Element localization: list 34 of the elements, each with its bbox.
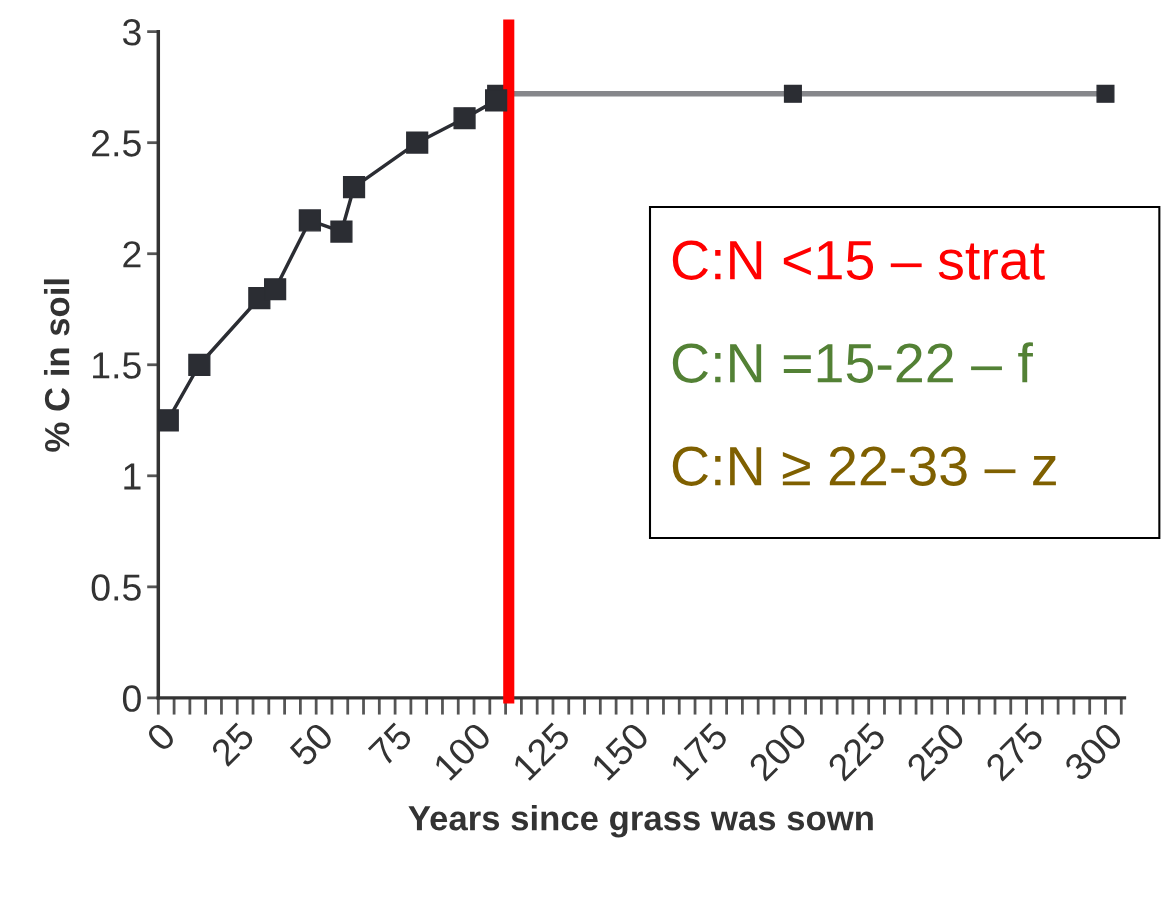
y-tick-label: 1.5 (93, 352, 141, 379)
x-tick-label: 125 (511, 721, 572, 782)
y-tick-label: 2 (123, 241, 141, 268)
x-tick-label: 75 (367, 721, 414, 768)
y-tick-label: 2.5 (92, 130, 141, 157)
x-tick-label: 175 (669, 721, 730, 782)
y-tick-label: 0.5 (91, 574, 141, 601)
x-tick-label: 100 (432, 721, 493, 782)
x-tick-label: 300 (1062, 721, 1124, 783)
annotation: C:N <15 – strat (672, 240, 1045, 280)
point (330, 220, 353, 243)
point (188, 353, 211, 376)
point (406, 131, 429, 154)
x-tick-label: 50 (288, 721, 335, 768)
y-tick-label: 1 (124, 463, 141, 490)
point (453, 107, 476, 130)
y-axis-title: % C in soil (43, 279, 70, 452)
x-tick-label: 225 (826, 721, 888, 782)
x-tick-label: 25 (209, 721, 256, 768)
x-axis-title: Years since grass was sown (408, 805, 873, 838)
x-tick-label: 200 (747, 721, 809, 782)
annotation: C:N ≥ 22-33 – z (672, 446, 1056, 486)
x-tick-label: 250 (905, 721, 967, 782)
point (264, 278, 287, 301)
y-tick-label: 0 (122, 685, 141, 712)
y-tick-label: 3 (122, 19, 141, 46)
point (298, 209, 321, 232)
x-tick-label: 275 (984, 721, 1045, 782)
x-tick-label: 0 (145, 721, 177, 753)
point (158, 409, 179, 432)
point (485, 89, 508, 112)
point (342, 175, 366, 199)
x-tick-label: 150 (590, 721, 651, 782)
annotation: C:N =15-22 – f (672, 342, 1033, 383)
